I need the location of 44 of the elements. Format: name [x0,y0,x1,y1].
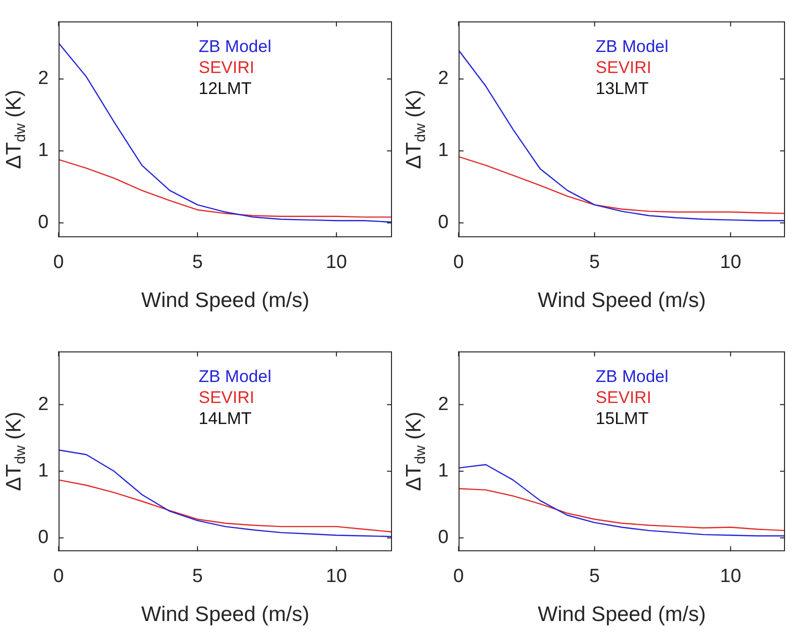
y-tick-label: 0 [38,527,49,548]
x-tick-label: 10 [720,252,742,273]
x-axis-title: Wind Speed (m/s) [538,288,706,312]
y-axis-title: ΔTdw (K) [402,90,429,170]
y-tick-label: 0 [38,212,49,234]
text: ZB Model [596,367,668,386]
y-tick-label: 1 [38,460,49,482]
x-axis-title: Wind Speed (m/s) [538,602,706,626]
y-tick-label: 2 [38,394,49,415]
x-tick-label: 0 [53,252,64,273]
annotation: 15LMT [596,409,649,428]
y-tick-label: 1 [38,140,49,162]
x-tick-label: 0 [453,566,464,587]
y-axis-title: ΔTdw (K) [2,412,29,492]
text: SEVIRI [596,388,652,408]
x-tick-label: 10 [720,566,742,587]
text: ZB Model [198,37,272,56]
x-axis-title: Wind Speed (m/s) [141,288,310,312]
text: SEVIRI [198,58,254,78]
x-tick-label: 5 [192,252,203,273]
y-axis-title: ΔTdw (K) [2,90,29,170]
y-tick-label: 2 [38,68,49,90]
y-tick-label: 0 [438,527,449,548]
annotation: 14LMT [198,409,252,428]
x-axis-title: Wind Speed (m/s) [141,602,310,626]
y-tick-label: 0 [438,212,449,234]
y-tick-label: 2 [438,394,449,415]
text: ZB Model [198,367,272,386]
annotation: 13LMT [596,79,649,98]
x-tick-label: 0 [53,566,64,587]
x-tick-label: 5 [589,566,600,587]
text: SEVIRI [198,388,254,408]
y-axis-title: ΔTdw (K) [402,412,429,492]
text: SEVIRI [596,58,652,78]
x-tick-label: 0 [453,252,464,273]
x-tick-label: 5 [589,252,600,273]
y-tick-label: 1 [438,460,449,482]
x-tick-label: 5 [192,566,203,587]
x-tick-label: 10 [326,566,347,587]
x-tick-label: 10 [326,252,347,273]
text: ZB Model [596,37,668,56]
y-tick-label: 2 [438,68,449,90]
annotation: 12LMT [198,79,252,98]
y-tick-label: 1 [438,140,449,162]
